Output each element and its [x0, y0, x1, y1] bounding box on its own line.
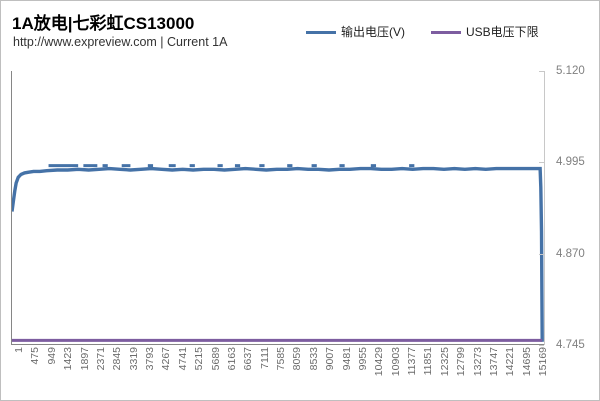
- series-line-output-voltage: [12, 169, 542, 342]
- x-axis-tick-label: 4741: [176, 347, 189, 371]
- chart-title: 1A放电|七彩虹CS13000: [12, 14, 195, 33]
- x-axis-tick-label: 3793: [144, 347, 156, 371]
- legend-item-usb-lower-limit: USB电压下限: [431, 26, 539, 38]
- x-axis-tick-label: 5215: [193, 347, 206, 371]
- x-axis-tick-label: 7111: [258, 347, 271, 369]
- x-axis-labels: 1 475 949 1423 1897 2371 2845 3319 3793 4267 4741 5…: [11, 347, 549, 399]
- x-axis-tick-label: 11377: [406, 347, 418, 376]
- y-axis-tick-label: 4.870: [556, 247, 585, 260]
- x-axis-tick-label: 12325: [438, 347, 451, 377]
- x-axis-tick-label: 1: [13, 347, 25, 353]
- x-axis-tick-label: 10903: [389, 347, 402, 377]
- legend-label-usb-lower-limit: USB电压下限: [466, 25, 539, 39]
- legend-swatch-usb-lower-limit: [431, 30, 461, 34]
- legend-item-output-voltage: 输出电压(V): [306, 26, 405, 38]
- plot-area: [11, 71, 545, 345]
- x-axis-tick-label: 8533: [307, 347, 320, 371]
- x-axis-tick-label: 8059: [291, 347, 304, 371]
- x-axis-tick-label: 9955: [356, 347, 369, 371]
- chart-subtitle: http://www.expreview.com | Current 1A: [13, 35, 228, 49]
- y-axis-tick: [539, 162, 544, 164]
- legend-label-output-voltage: 输出电压(V): [341, 25, 405, 39]
- x-axis-tick-label: 1423: [62, 347, 75, 371]
- x-axis-tick-label: 10429: [373, 347, 386, 377]
- x-axis-tick-label: 1897: [78, 347, 91, 371]
- y-axis-tick: [539, 71, 544, 72]
- y-axis: 5.120 4.995 4.870 4.745: [539, 65, 585, 351]
- y-axis-tick-label: 4.995: [556, 156, 585, 169]
- y-axis-tick: [539, 253, 544, 255]
- x-axis-tick-label: 7585: [275, 347, 287, 371]
- x-axis-tick-label: 13273: [471, 347, 484, 377]
- plot-canvas: [12, 71, 545, 344]
- x-axis-tick-label: 15169: [537, 347, 549, 377]
- y-axis-tick-label: 4.745: [556, 339, 585, 351]
- x-axis-tick-label: 9007: [324, 347, 337, 371]
- x-axis-tick-label: 6637: [242, 347, 255, 371]
- y-axis-tick-label: 5.120: [556, 65, 585, 77]
- x-axis-tick-label: 4267: [160, 347, 173, 371]
- legend-swatch-output-voltage: [306, 30, 336, 34]
- chart-legend: 输出电压(V) USB电压下限: [306, 26, 539, 38]
- x-axis-tick-label: 14695: [520, 347, 533, 377]
- x-axis-tick-label: 475: [29, 347, 42, 365]
- x-axis-tick-label: 3319: [127, 347, 140, 371]
- x-axis-tick-label: 2371: [94, 347, 107, 371]
- x-axis-tick-label: 6163: [225, 347, 238, 371]
- x-axis-tick-label: 11851: [422, 347, 435, 376]
- x-axis-tick-label: 13747: [487, 347, 500, 377]
- x-axis-tick-label: 12799: [455, 347, 468, 377]
- x-axis-tick-label: 9481: [340, 347, 353, 371]
- x-axis-tick-label: 14221: [504, 347, 517, 377]
- x-axis-tick-label: 2845: [111, 347, 124, 371]
- y-axis-tick: [539, 345, 544, 346]
- x-axis-tick-label: 949: [45, 347, 58, 365]
- x-axis-tick-label: 5689: [209, 347, 222, 371]
